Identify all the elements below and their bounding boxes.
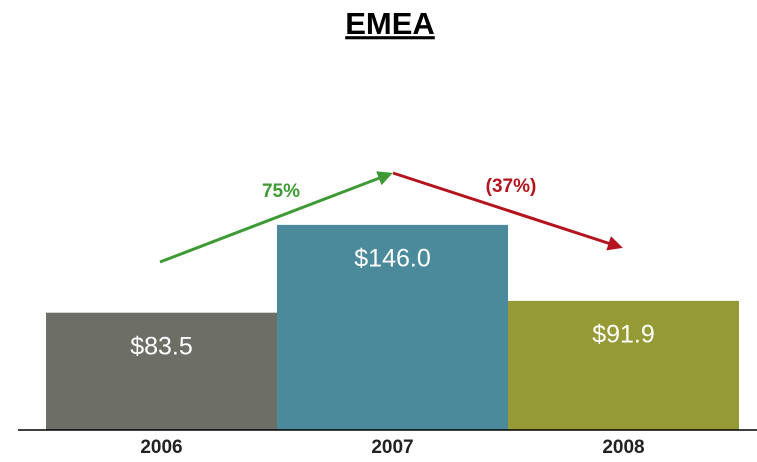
bar <box>277 224 508 430</box>
bar <box>508 300 739 430</box>
value-label: $91.9 <box>592 320 655 348</box>
x-tick-label: 2007 <box>371 437 413 458</box>
bar <box>46 312 277 430</box>
value-label: $83.5 <box>130 332 193 360</box>
annotation: 75% <box>262 181 300 202</box>
arrow <box>392 171 623 251</box>
arrow <box>159 171 393 264</box>
chart-title: EMEA <box>345 6 435 41</box>
x-tick-label: 2006 <box>140 437 182 458</box>
value-label: $146.0 <box>354 244 430 272</box>
annotation: (37%) <box>486 176 537 197</box>
x-tick-label: 2008 <box>602 437 644 458</box>
